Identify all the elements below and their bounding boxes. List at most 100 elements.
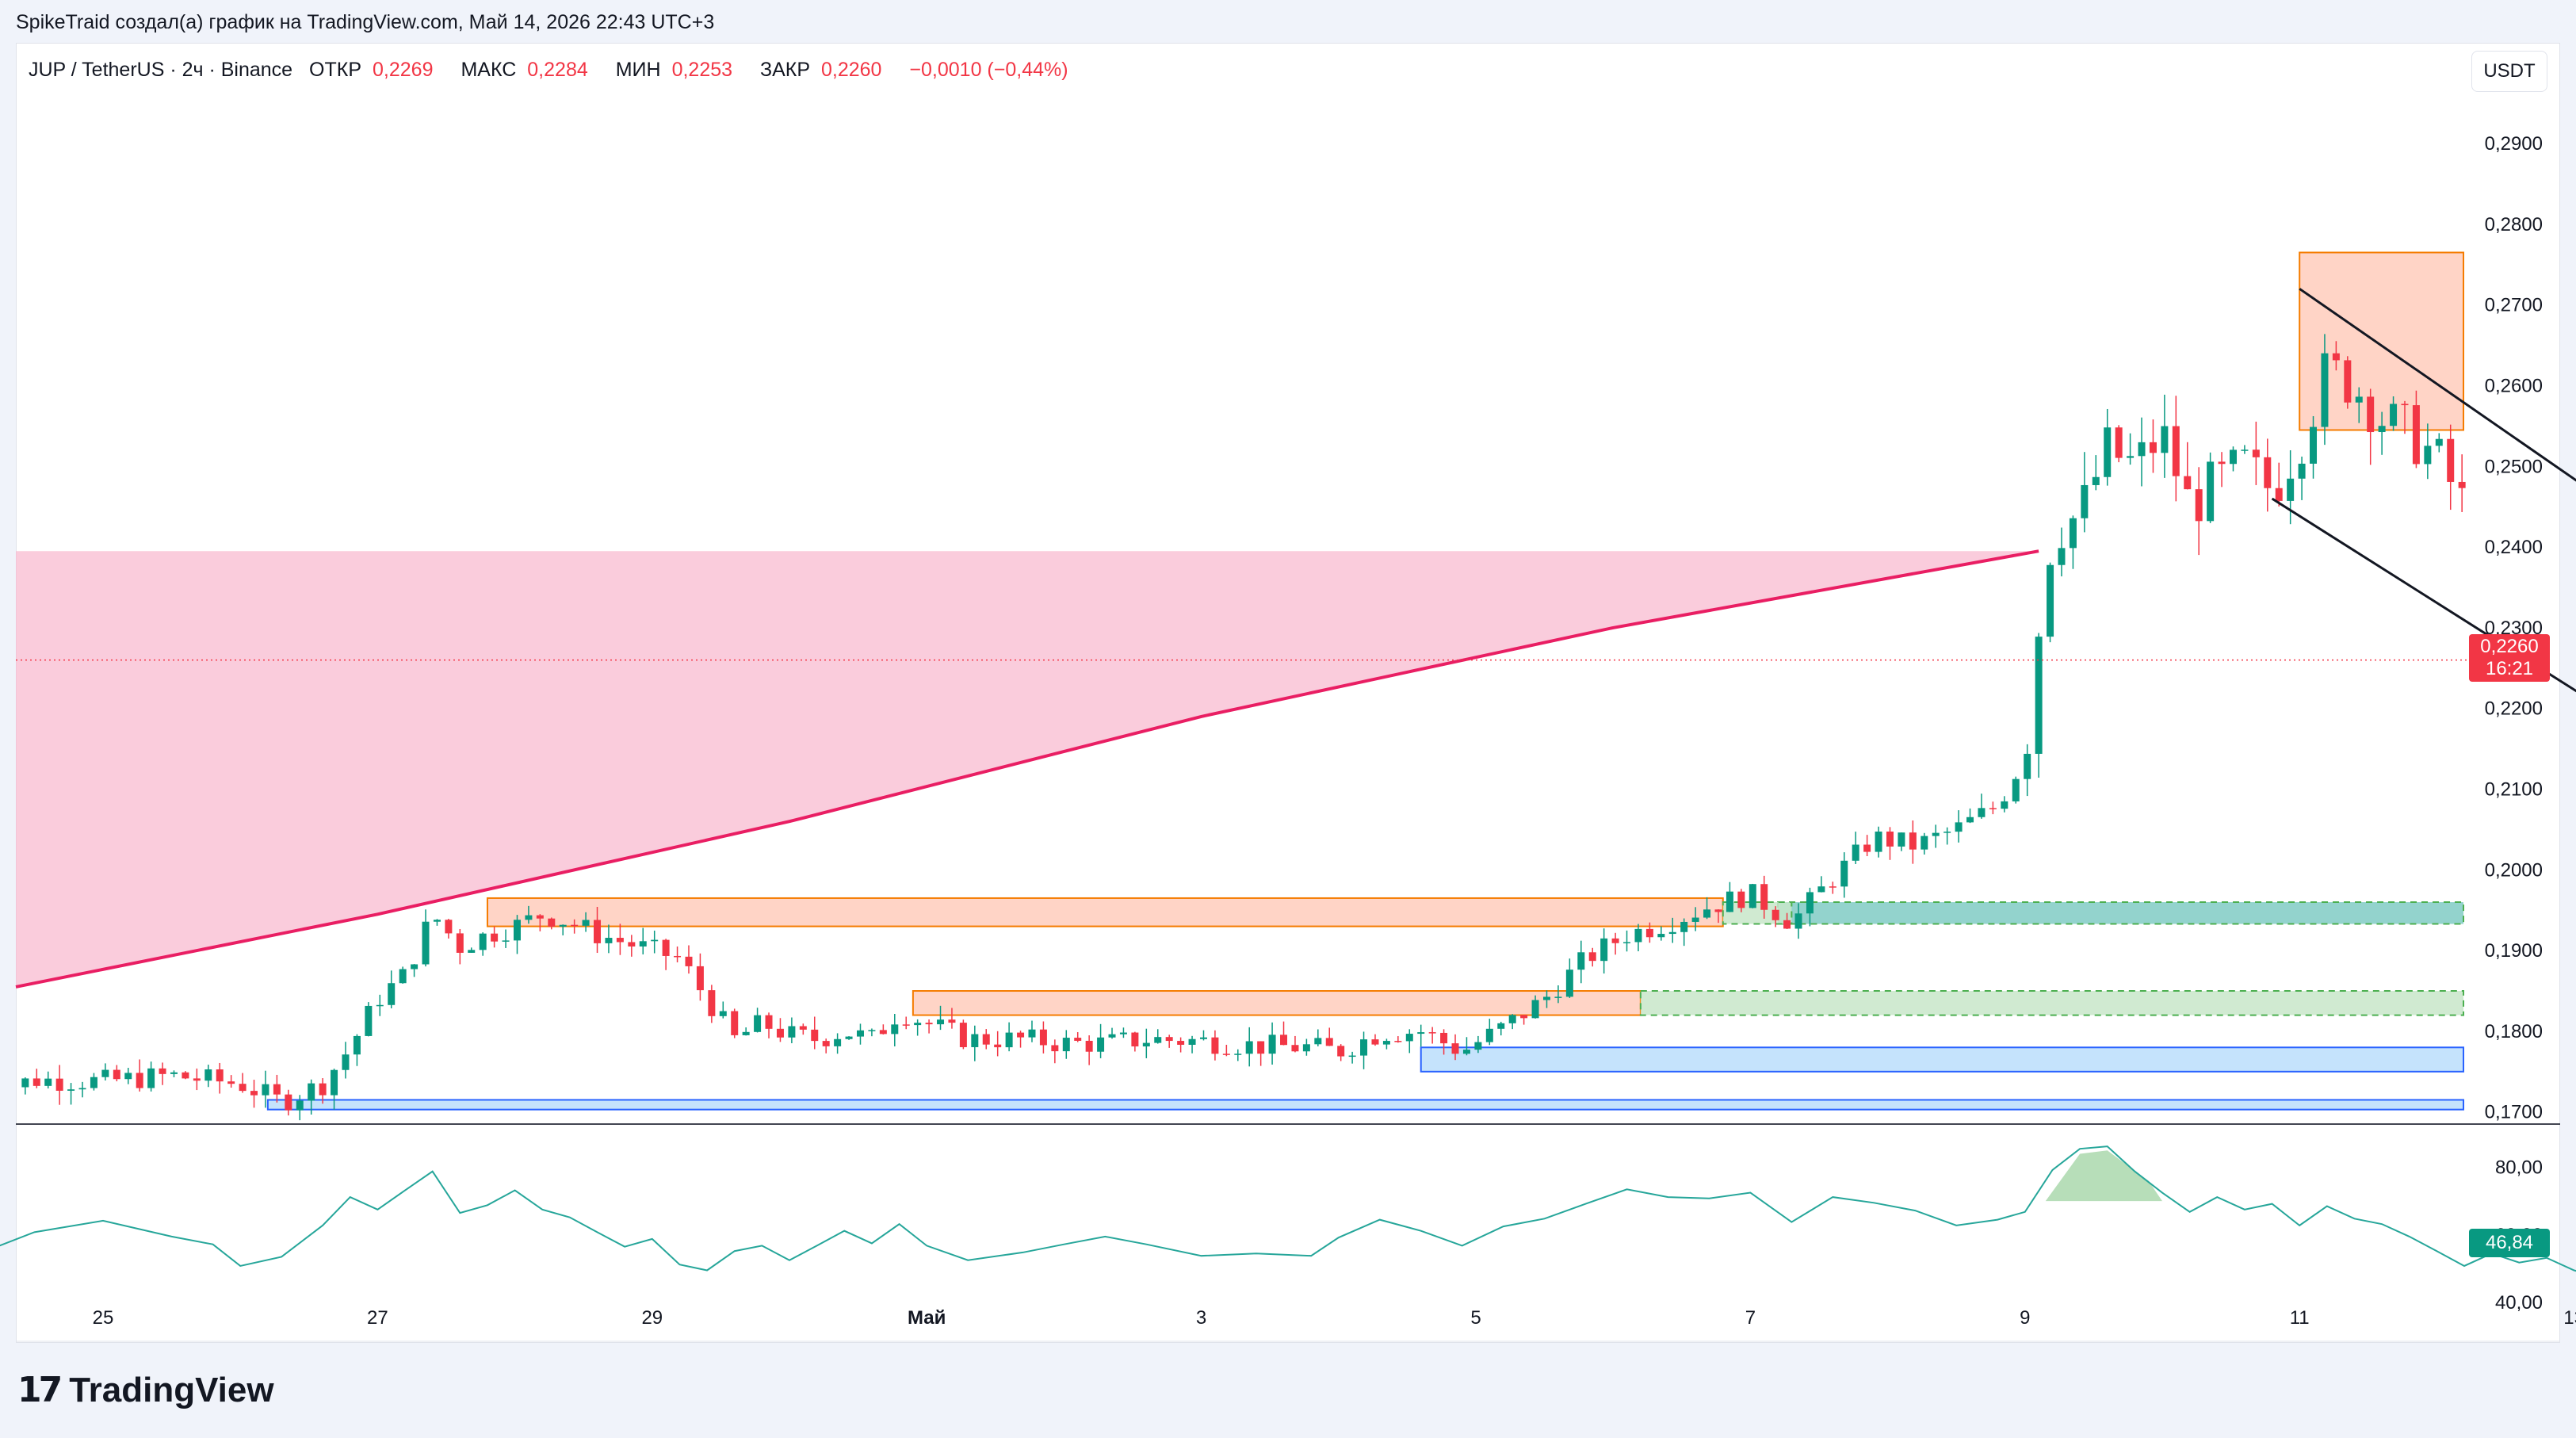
y-tick-label: 0,2400: [2485, 537, 2543, 558]
y-tick-label: 0,1900: [2485, 940, 2543, 962]
candle-body: [1943, 832, 1951, 833]
candle-body: [1531, 1000, 1539, 1019]
candle-body: [1875, 832, 1882, 852]
candle-body: [1520, 1015, 1528, 1019]
candle-body: [1302, 1044, 1310, 1052]
candle-body: [1749, 884, 1756, 908]
x-tick-label: 5: [1470, 1307, 1481, 1329]
candle-body: [21, 1078, 29, 1088]
grid-layer: [16, 1123, 2560, 1342]
candle-body: [559, 924, 567, 927]
candle-body: [959, 1023, 967, 1047]
fvg-green-2: [1639, 990, 2465, 1016]
candle-body: [90, 1077, 97, 1088]
candle-body: [365, 1005, 373, 1036]
candle-body: [147, 1068, 155, 1088]
candle-body: [399, 969, 407, 984]
candle-body: [1485, 1028, 1493, 1042]
candle-body: [594, 920, 602, 943]
candle-body: [2287, 478, 2295, 501]
candle-body: [113, 1069, 120, 1080]
blue-zone-2: [266, 1099, 2464, 1111]
candle-body: [811, 1029, 819, 1042]
candle-body: [616, 938, 624, 943]
pink-trendline-layer: [15, 549, 2039, 989]
candle-body: [582, 920, 590, 926]
candle-body: [628, 942, 636, 947]
x-tick-label: 27: [367, 1307, 388, 1329]
rsi-overbought-fill: [2045, 1150, 2162, 1202]
candle-body: [2378, 426, 2386, 433]
candle-body: [1280, 1035, 1288, 1046]
candle-body: [2127, 456, 2135, 458]
pink-trendline: [15, 549, 2039, 989]
y-tick-label: 0,2800: [2485, 214, 2543, 235]
candle-body: [101, 1069, 109, 1077]
candle-body: [2447, 438, 2455, 482]
x-tick-label: 9: [2020, 1307, 2030, 1329]
candle-body: [216, 1069, 224, 1082]
candle-body: [1921, 836, 1928, 850]
candle-body: [1645, 928, 1653, 938]
fvg-green-1: [1722, 901, 1793, 925]
candle-body: [1634, 928, 1642, 943]
candle-body: [1852, 844, 1859, 861]
candle-body: [136, 1073, 143, 1088]
y-tick-label: 0,1800: [2485, 1021, 2543, 1042]
candle-body: [1600, 938, 1608, 962]
candle-body: [1222, 1054, 1230, 1055]
candle-body: [433, 920, 441, 922]
candle-body: [55, 1078, 63, 1091]
rsi-tick-label: 40,00: [2495, 1292, 2543, 1314]
fvg-teal: [1777, 901, 2465, 925]
tradingview-logo[interactable]: 17 TradingView: [17, 1370, 274, 1410]
top-bar: SpikeTraid создал(а) график на TradingVi…: [0, 0, 2576, 43]
candle-body: [2149, 442, 2157, 453]
candles-layer: [21, 334, 2466, 1121]
tradingview-logo-icon: 17: [17, 1370, 63, 1410]
pink-fvg-zone: [16, 551, 2039, 987]
candle-body: [937, 1019, 945, 1025]
y-tick-label: 0,2500: [2485, 456, 2543, 477]
candle-body: [2172, 426, 2180, 476]
candle-body: [1417, 1032, 1425, 1035]
candle-body: [696, 966, 704, 991]
candle-body: [1314, 1038, 1322, 1045]
candle-body: [124, 1073, 132, 1080]
candle-body: [1108, 1034, 1116, 1038]
currency-button[interactable]: USDT: [2471, 51, 2547, 92]
candle-body: [1428, 1032, 1436, 1034]
candle-body: [2047, 564, 2054, 637]
candle-body: [822, 1041, 830, 1046]
candle-body: [914, 1023, 922, 1026]
candle-body: [479, 933, 487, 950]
y-axis-layer: 0,30000,29000,28000,27000,26000,25000,24…: [2485, 52, 2543, 1122]
candle-body: [2195, 489, 2203, 522]
candle-body: [262, 1084, 269, 1096]
candle-body: [1337, 1046, 1345, 1057]
candle-body: [1451, 1043, 1459, 1054]
candle-body: [2161, 426, 2169, 453]
candle-body: [285, 1094, 292, 1111]
candle-body: [204, 1069, 212, 1081]
candle-body: [1268, 1035, 1276, 1054]
candle-body: [2058, 548, 2066, 565]
candle-body: [1955, 822, 1963, 832]
candle-body: [308, 1083, 315, 1101]
candle-body: [2401, 403, 2409, 406]
candle-body: [32, 1078, 40, 1086]
candle-body: [879, 1030, 887, 1035]
candle-body: [1119, 1032, 1127, 1035]
candle-body: [1497, 1023, 1505, 1029]
candle-body: [1829, 886, 1836, 888]
rsi-value-badge: 46,84: [2469, 1229, 2550, 1257]
candle-body: [2390, 403, 2398, 426]
candle-body: [891, 1024, 899, 1035]
candle-body: [674, 955, 682, 958]
candle-body: [1017, 1032, 1025, 1038]
candle-body: [468, 950, 476, 953]
symbol-name[interactable]: JUP / TetherUS · 2ч · Binance: [29, 59, 293, 81]
candle-body: [1623, 942, 1631, 943]
